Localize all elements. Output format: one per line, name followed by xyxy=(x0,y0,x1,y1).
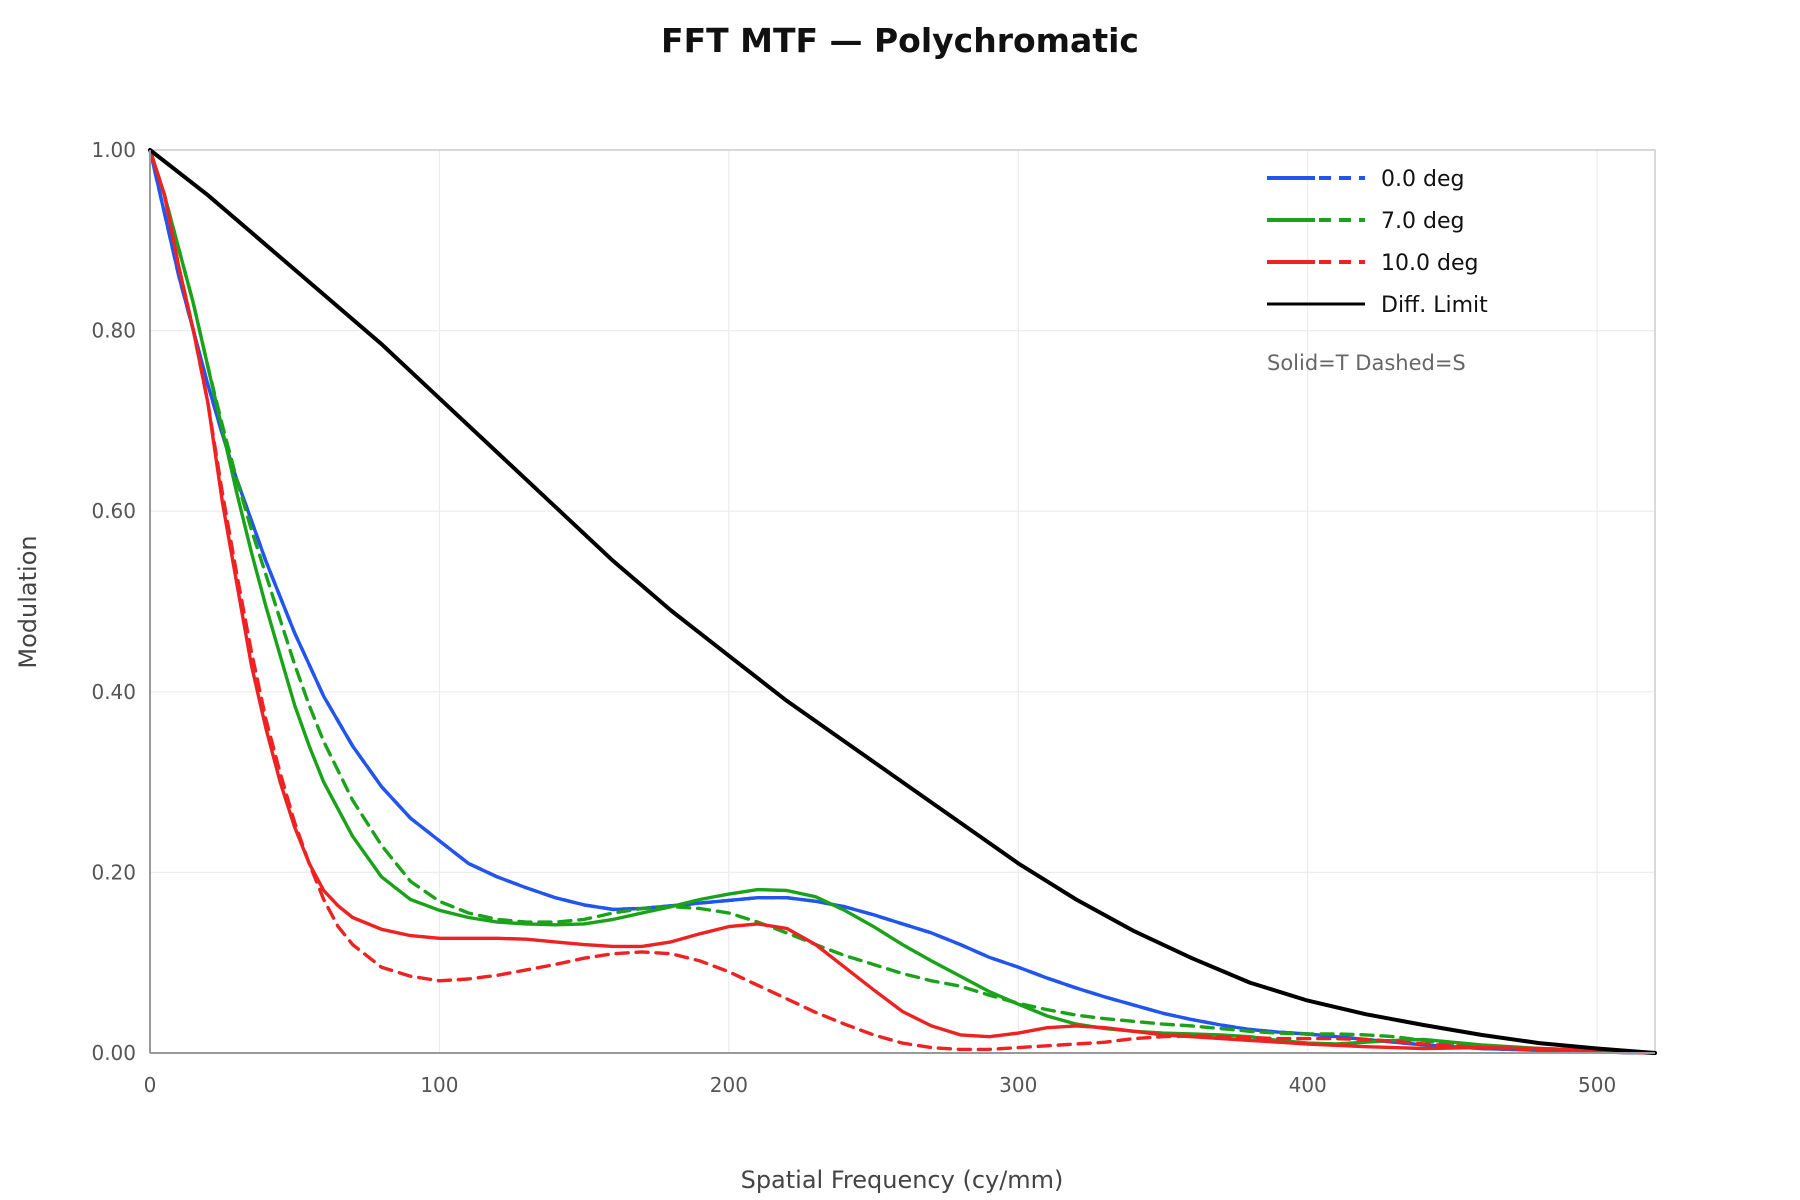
y-axis-label: Modulation xyxy=(14,535,42,668)
y-tick-label: 1.00 xyxy=(91,138,136,162)
series-line-10-0-deg-s xyxy=(148,148,1657,1055)
series-line-diff-limit xyxy=(148,148,1657,1055)
x-tick-label: 0 xyxy=(144,1073,157,1097)
y-tick-labels: 0.00 0.20 0.40 0.60 0.80 1.00 xyxy=(91,138,136,1065)
grid xyxy=(150,149,1655,1053)
x-tick-label: 200 xyxy=(710,1073,748,1097)
series-line-0-0-deg-t xyxy=(148,148,1657,1055)
plot-frame xyxy=(149,149,1656,1054)
y-tick-label: 0.20 xyxy=(91,860,136,884)
series-layer xyxy=(148,148,1657,1055)
legend-note: Solid=T Dashed=S xyxy=(1267,351,1466,375)
x-tick-labels: 0 100 200 300 400 500 xyxy=(144,1073,1617,1097)
legend-label: 0.0 deg xyxy=(1381,167,1464,192)
legend: 0.0 deg 7.0 deg 10.0 deg Diff. Limit Solid=T… xyxy=(1267,167,1488,375)
series-line-7-0-deg-s xyxy=(148,148,1657,1055)
chart-title: FFT MTF — Polychromatic xyxy=(661,21,1139,60)
x-tick-label: 400 xyxy=(1289,1073,1327,1097)
series-line-0-0-deg-s xyxy=(148,148,1657,1055)
legend-label: Diff. Limit xyxy=(1381,293,1488,318)
legend-label: 10.0 deg xyxy=(1381,251,1478,276)
y-tick-label: 0.80 xyxy=(91,319,136,343)
y-tick-label: 0.60 xyxy=(91,499,136,523)
y-tick-label: 0.40 xyxy=(91,680,136,704)
x-tick-label: 300 xyxy=(999,1073,1037,1097)
series-line-7-0-deg-t xyxy=(148,148,1657,1055)
legend-label: 7.0 deg xyxy=(1381,209,1464,234)
x-axis-label: Spatial Frequency (cy/mm) xyxy=(741,1166,1064,1194)
series-line-10-0-deg-t xyxy=(148,148,1657,1055)
x-tick-label: 500 xyxy=(1578,1073,1616,1097)
x-tick-label: 100 xyxy=(420,1073,458,1097)
y-tick-label: 0.00 xyxy=(91,1041,136,1065)
